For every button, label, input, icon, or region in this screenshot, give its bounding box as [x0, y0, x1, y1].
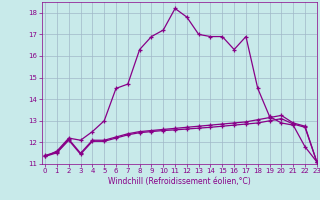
X-axis label: Windchill (Refroidissement éolien,°C): Windchill (Refroidissement éolien,°C) — [108, 177, 251, 186]
